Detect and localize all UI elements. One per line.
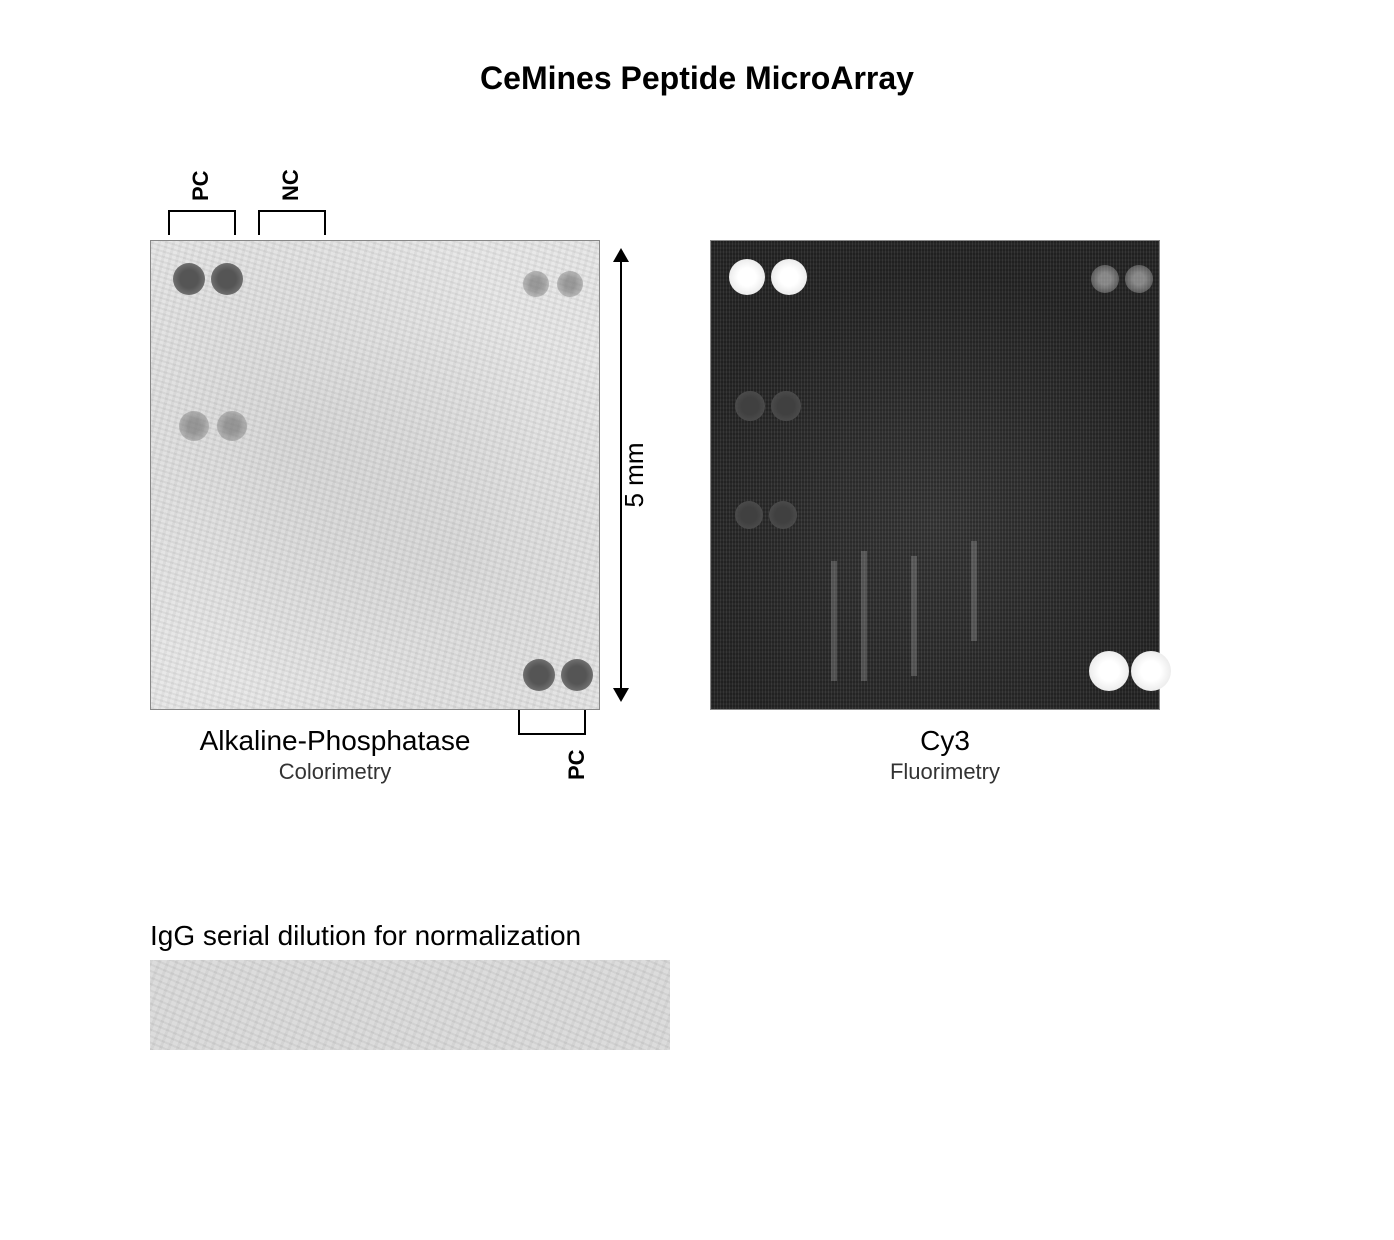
dilution-section: IgG serial dilution for normalization	[150, 920, 670, 1050]
array-spot	[557, 271, 583, 297]
bracket-label: NC	[278, 169, 304, 201]
array-spot	[179, 411, 209, 441]
panel-texture	[150, 960, 670, 1050]
array-spot	[771, 259, 807, 295]
caption-sub: Fluorimetry	[770, 759, 1120, 785]
array-spot	[1091, 265, 1119, 293]
streak-artifact	[971, 541, 977, 641]
array-spot	[1089, 651, 1129, 691]
array-spot	[561, 659, 593, 691]
array-spot	[769, 501, 797, 529]
caption-sub: Colorimetry	[160, 759, 510, 785]
bracket-label: PC	[564, 749, 590, 780]
array-spot	[1125, 265, 1153, 293]
bracket-label: PC	[188, 170, 214, 201]
streak-artifact	[861, 551, 867, 681]
array-spot	[217, 411, 247, 441]
array-spot	[523, 659, 555, 691]
array-spot	[173, 263, 205, 295]
streak-artifact	[831, 561, 837, 681]
array-spot	[729, 259, 765, 295]
bracket-icon	[518, 710, 586, 735]
array-spot	[771, 391, 801, 421]
caption-main: Alkaline-Phosphatase	[160, 725, 510, 757]
array-spot	[523, 271, 549, 297]
right-panel-caption: Cy3 Fluorimetry	[770, 725, 1120, 785]
scale-label: 5 mm	[619, 443, 650, 508]
array-spot	[735, 391, 765, 421]
bracket-icon	[258, 210, 326, 235]
streak-artifact	[911, 556, 917, 676]
dilution-strip	[150, 960, 670, 1050]
colorimetry-panel	[150, 240, 600, 710]
left-panel-caption: Alkaline-Phosphatase Colorimetry	[160, 725, 510, 785]
dilution-label: IgG serial dilution for normalization	[150, 920, 670, 952]
panel-texture	[711, 241, 1159, 709]
array-spot	[735, 501, 763, 529]
bracket-icon	[168, 210, 236, 235]
caption-main: Cy3	[770, 725, 1120, 757]
arrow-down-icon	[613, 688, 629, 702]
array-spot	[211, 263, 243, 295]
fluorimetry-panel	[710, 240, 1160, 710]
figure-title: CeMines Peptide MicroArray	[0, 60, 1394, 97]
panel-texture	[151, 241, 599, 709]
array-spot	[1131, 651, 1171, 691]
